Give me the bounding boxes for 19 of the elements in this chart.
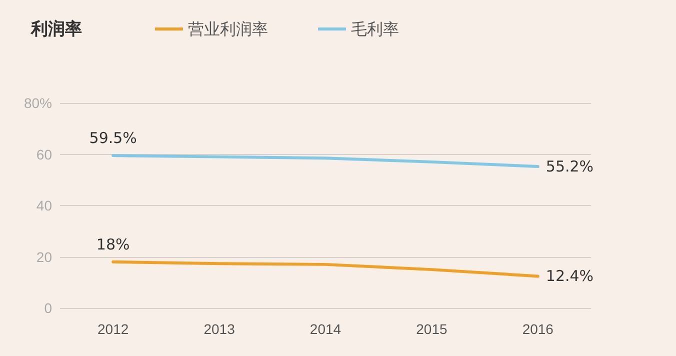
legend-label: 毛利率 — [351, 20, 399, 38]
y-tick-label: 0 — [44, 300, 52, 316]
x-tick-label: 2012 — [98, 321, 129, 337]
x-tick-label: 2016 — [522, 321, 554, 337]
data-label: 12.4% — [546, 267, 594, 286]
y-tick-label: 60 — [36, 146, 52, 162]
y-tick-label: 80% — [24, 95, 52, 111]
line-series — [112, 260, 540, 278]
x-tick-label: 2014 — [310, 321, 342, 337]
data-label: 18% — [96, 235, 130, 254]
legend-label: 营业利润率 — [188, 20, 268, 38]
chart-title: 利润率 — [30, 20, 82, 40]
x-tick-label: 2013 — [204, 321, 236, 337]
y-tick-label: 40 — [36, 198, 52, 214]
data-label: 55.2% — [546, 158, 594, 176]
data-label: 59.5% — [89, 129, 137, 148]
x-tick-label: 2015 — [416, 321, 448, 337]
line-series — [112, 154, 540, 168]
y-tick-label: 20 — [36, 248, 52, 265]
